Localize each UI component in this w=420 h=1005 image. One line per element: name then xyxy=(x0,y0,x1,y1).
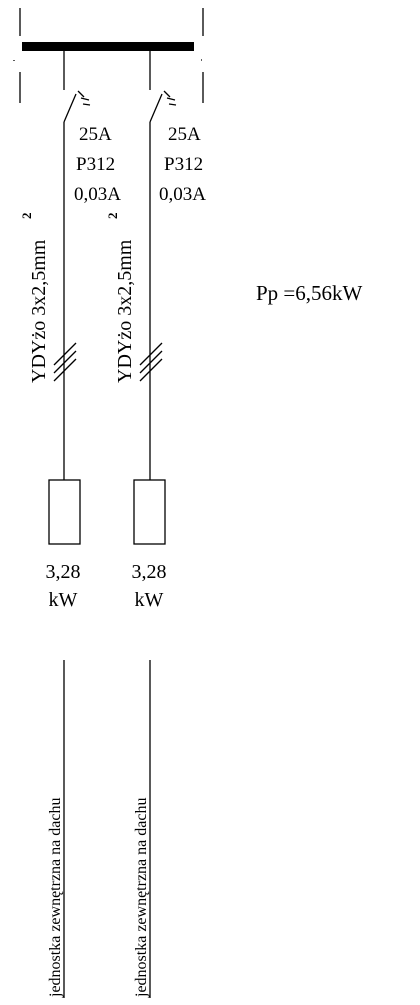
circuit-2-cable-type: YDYżo 3x2,5mm xyxy=(114,239,136,383)
circuit-2-load-box xyxy=(133,479,166,545)
total-power: Pp =6,56kW xyxy=(256,281,363,305)
circuit-1-load-power: 3,28 xyxy=(46,561,81,583)
switchboard-frame xyxy=(13,8,204,103)
circuit-1: 25A P312 0,03A YDYżo 3x2,5mm 2 3,28 kW j… xyxy=(19,51,121,998)
circuit-2-cable-conductor-ticks xyxy=(139,342,163,382)
circuit-1-breaker-rating: 25A xyxy=(79,124,112,145)
circuit-2-load-power: 3,28 xyxy=(132,561,167,583)
busbar xyxy=(22,42,194,51)
circuit-1-load-box xyxy=(48,479,81,545)
circuit-1-description: jednostka zewnętrzna na dachu xyxy=(47,798,64,998)
circuit-1-load-unit: kW xyxy=(49,589,78,611)
circuit-1-cable-conductor-ticks xyxy=(53,342,77,382)
circuit-1-cable-superscript: 2 xyxy=(19,213,34,220)
circuit-2-description: jednostka zewnętrzna na dachu xyxy=(133,798,150,998)
circuit-2-breaker-symbol xyxy=(149,90,177,123)
circuit-2-breaker-rating: 25A xyxy=(168,124,201,145)
circuit-1-breaker-symbol xyxy=(63,90,91,123)
circuit-1-breaker-residual: 0,03A xyxy=(74,184,121,205)
circuit-2: 25A P312 0,03A YDYżo 3x2,5mm 2 3,28 kW j… xyxy=(105,51,206,998)
circuit-2-breaker-residual: 0,03A xyxy=(159,184,206,205)
circuit-1-cable-type: YDYżo 3x2,5mm xyxy=(28,239,50,383)
circuit-2-breaker-type: P312 xyxy=(164,154,203,175)
circuit-1-breaker-type: P312 xyxy=(76,154,115,175)
circuit-2-cable-superscript: 2 xyxy=(105,213,120,220)
circuit-2-load-unit: kW xyxy=(135,589,164,611)
